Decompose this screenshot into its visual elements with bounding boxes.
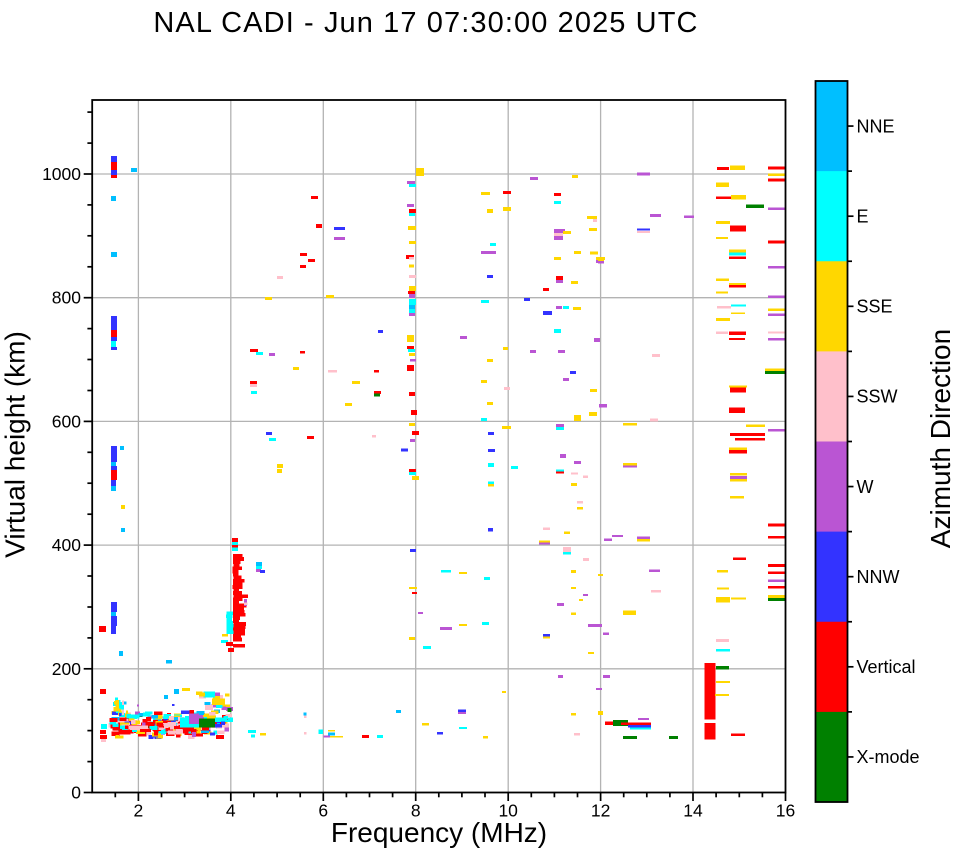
svg-text:SSW: SSW xyxy=(857,387,898,407)
svg-text:800: 800 xyxy=(52,288,81,308)
svg-text:16: 16 xyxy=(776,801,795,821)
svg-text:E: E xyxy=(857,206,869,226)
svg-text:W: W xyxy=(857,477,874,497)
svg-text:4: 4 xyxy=(226,801,236,821)
svg-text:NNE: NNE xyxy=(857,116,895,136)
svg-text:14: 14 xyxy=(683,801,703,821)
svg-text:200: 200 xyxy=(52,659,81,679)
svg-text:12: 12 xyxy=(591,801,610,821)
svg-text:600: 600 xyxy=(52,411,81,431)
svg-text:NAL CADI - Jun 17 07:30:00 202: NAL CADI - Jun 17 07:30:00 2025 UTC xyxy=(153,7,698,39)
svg-text:X-mode: X-mode xyxy=(857,747,920,767)
svg-text:1000: 1000 xyxy=(42,164,81,184)
svg-text:0: 0 xyxy=(71,783,81,803)
svg-text:Virtual height (km): Virtual height (km) xyxy=(0,331,31,558)
svg-text:8: 8 xyxy=(411,801,421,821)
svg-text:Vertical: Vertical xyxy=(857,657,916,677)
svg-text:10: 10 xyxy=(498,801,518,821)
svg-text:SSE: SSE xyxy=(857,297,893,317)
svg-text:Azimuth Direction: Azimuth Direction xyxy=(925,329,956,548)
svg-text:NNW: NNW xyxy=(857,567,900,587)
svg-text:400: 400 xyxy=(52,535,81,555)
svg-text:2: 2 xyxy=(134,801,144,821)
svg-text:6: 6 xyxy=(318,801,328,821)
svg-text:Frequency (MHz): Frequency (MHz) xyxy=(331,817,547,848)
